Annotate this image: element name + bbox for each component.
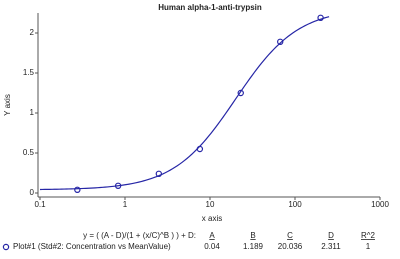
- data-point: [74, 186, 81, 193]
- y-tick-label: 1: [30, 108, 35, 117]
- fit-header: A: [209, 231, 215, 240]
- fit-header: C: [287, 231, 293, 240]
- y-axis-label: Y axis: [3, 94, 12, 116]
- data-point: [155, 170, 163, 177]
- y-tick-label: 0: [30, 188, 35, 197]
- fit-header: B: [250, 231, 255, 240]
- y-tick-label: 1.5: [23, 68, 35, 77]
- fit-header: D: [328, 231, 334, 240]
- x-tick-label: 0.1: [34, 200, 46, 209]
- fit-value: 20.036: [278, 242, 303, 251]
- fit-value: 1: [366, 242, 371, 251]
- y-tick-label: 2: [30, 28, 35, 37]
- chart-title: Human alpha-1-anti-trypsin: [158, 3, 262, 12]
- legend-marker: [2, 243, 10, 251]
- x-tick-label: 10: [206, 200, 215, 209]
- data-point: [237, 89, 244, 97]
- x-tick-label: 1: [123, 200, 128, 209]
- fit-curve: [39, 16, 330, 191]
- fit-equation: y = ( (A - D)/(1 + (x/C)^B ) ) + D:: [83, 231, 196, 240]
- fit-value: 1.189: [243, 242, 264, 251]
- x-tick-label: 100: [288, 200, 302, 209]
- data-point: [277, 38, 284, 46]
- fit-header: R^2: [361, 231, 376, 240]
- fit-value: 0.04: [204, 242, 220, 251]
- data-point: [114, 182, 122, 189]
- x-axis-label: x axis: [202, 214, 222, 223]
- x-tick-label: 1000: [371, 200, 389, 209]
- fit-value: 2.311: [321, 242, 341, 251]
- data-point: [196, 145, 204, 153]
- y-tick-label: 0.5: [23, 148, 35, 157]
- data-point: [317, 14, 324, 21]
- legend-label: Plot#1 (Std#2: Concentration vs MeanValu…: [13, 242, 171, 251]
